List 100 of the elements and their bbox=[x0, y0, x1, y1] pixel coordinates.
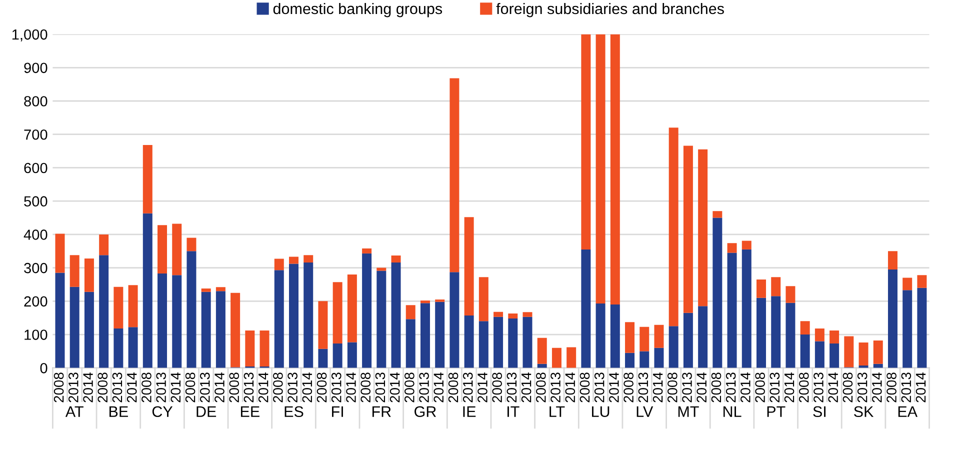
x-tick-label: 2014 bbox=[916, 372, 926, 402]
bar bbox=[274, 270, 284, 368]
bar bbox=[581, 249, 591, 368]
x-tick-label: 2013 bbox=[462, 372, 473, 402]
bar bbox=[668, 128, 678, 326]
x-tick-label: 2013 bbox=[419, 372, 429, 402]
y-tick-label: 500 bbox=[24, 196, 48, 207]
bar bbox=[362, 248, 372, 254]
bar bbox=[508, 318, 518, 368]
x-tick-label: 2008 bbox=[273, 372, 283, 402]
bar bbox=[201, 288, 211, 292]
bar bbox=[172, 224, 182, 276]
bar bbox=[216, 291, 226, 368]
bar bbox=[406, 319, 416, 368]
bar bbox=[917, 288, 927, 368]
bar bbox=[186, 251, 196, 368]
bar bbox=[566, 347, 576, 368]
bar bbox=[581, 34, 591, 250]
x-tick-label: 2013 bbox=[331, 372, 342, 402]
text: MT bbox=[678, 406, 699, 417]
bar bbox=[435, 302, 445, 368]
text: GR bbox=[414, 406, 436, 418]
x-tick-label: 2014 bbox=[434, 372, 444, 402]
y-tick-label: 600 bbox=[24, 162, 48, 174]
text: EE bbox=[240, 406, 260, 417]
bar bbox=[318, 301, 328, 349]
bar bbox=[376, 270, 386, 368]
bar bbox=[917, 275, 927, 288]
x-tick-label: 2014 bbox=[740, 372, 750, 402]
bar bbox=[216, 287, 226, 292]
x-tick-label: 2008 bbox=[624, 372, 634, 402]
bar bbox=[478, 321, 488, 368]
bar bbox=[158, 273, 168, 368]
x-tick-label: 2013 bbox=[112, 372, 122, 402]
x-tick-label: 2014 bbox=[565, 372, 576, 402]
x-tick-label: 2013 bbox=[770, 372, 780, 402]
x-tick-label: 2014 bbox=[302, 372, 312, 402]
text: CY bbox=[152, 406, 173, 418]
bar bbox=[596, 304, 606, 368]
y-tick-label: 200 bbox=[24, 296, 48, 307]
x-tick-label: 2008 bbox=[98, 372, 108, 402]
x-tick-label: 2014 bbox=[609, 372, 619, 402]
x-tick-label: 2014 bbox=[258, 372, 268, 402]
text: FR bbox=[372, 406, 391, 417]
bar bbox=[376, 268, 386, 271]
x-tick-label: 2013 bbox=[638, 372, 648, 402]
bar bbox=[902, 278, 912, 290]
bar bbox=[318, 348, 328, 368]
x-tick-label: 2014 bbox=[652, 372, 663, 402]
x-tick-label: 2008 bbox=[360, 372, 371, 402]
bar bbox=[830, 344, 840, 368]
bar bbox=[814, 341, 824, 368]
bar bbox=[698, 306, 708, 368]
bar bbox=[654, 324, 664, 348]
bar bbox=[245, 330, 255, 367]
text: LV bbox=[636, 406, 654, 417]
bar bbox=[391, 262, 401, 368]
legend-label: domestic banking groups bbox=[273, 2, 442, 18]
bar bbox=[596, 34, 606, 304]
bar bbox=[420, 300, 430, 304]
bar bbox=[625, 352, 635, 368]
bar bbox=[142, 145, 152, 214]
bar bbox=[683, 312, 693, 368]
y-tick-label: 400 bbox=[24, 230, 48, 240]
bar bbox=[742, 249, 752, 368]
bar bbox=[830, 330, 840, 344]
bar bbox=[800, 334, 810, 368]
bar bbox=[260, 330, 270, 367]
text: LU bbox=[592, 406, 610, 418]
text: AT bbox=[65, 406, 84, 417]
bar bbox=[464, 316, 474, 368]
x-tick-label: 2008 bbox=[54, 372, 64, 402]
x-tick-label: 2008 bbox=[711, 372, 722, 402]
y-tick-label: 900 bbox=[24, 62, 48, 74]
y-tick-label: 700 bbox=[24, 129, 48, 140]
bar bbox=[610, 304, 620, 368]
bar bbox=[640, 326, 650, 352]
bar bbox=[683, 146, 693, 313]
bar bbox=[391, 255, 401, 262]
x-tick-label: 2013 bbox=[375, 372, 386, 402]
bar bbox=[332, 282, 342, 344]
x-tick-label: 2008 bbox=[667, 372, 678, 402]
x-tick-label: 2008 bbox=[492, 372, 502, 402]
bar bbox=[464, 217, 474, 316]
x-tick-label: 2013 bbox=[200, 372, 210, 402]
bar bbox=[640, 351, 650, 368]
bar bbox=[727, 252, 737, 368]
bar bbox=[698, 149, 708, 306]
x-tick-label: 2014 bbox=[83, 372, 93, 402]
bar bbox=[420, 303, 430, 368]
x-tick-label: 2013 bbox=[594, 372, 604, 402]
bar bbox=[99, 255, 109, 368]
x-tick-label: 2013 bbox=[857, 372, 868, 402]
bar bbox=[888, 269, 898, 368]
bar bbox=[347, 274, 357, 342]
x-tick-label: 2014 bbox=[784, 372, 794, 402]
y-tick-label: 800 bbox=[24, 96, 48, 106]
bar bbox=[844, 336, 854, 368]
bar bbox=[84, 258, 94, 292]
x-tick-label: 2014 bbox=[170, 372, 181, 402]
